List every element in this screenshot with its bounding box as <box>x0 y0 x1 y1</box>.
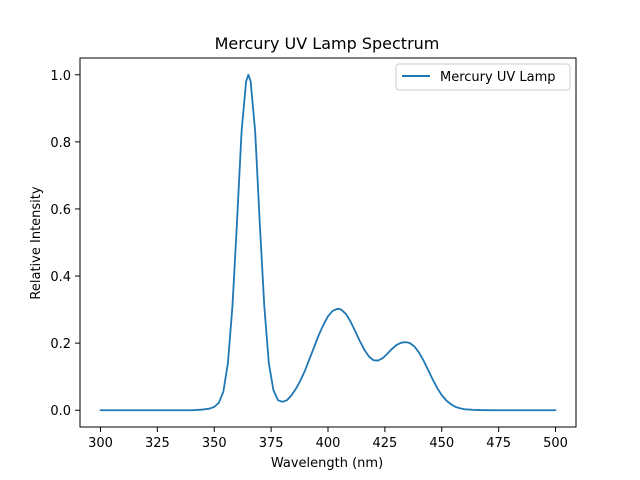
y-tick-label: 0.4 <box>50 270 71 285</box>
y-tick-label: 1.0 <box>50 69 71 84</box>
plot-frame <box>79 57 577 428</box>
y-tick-label: 0.0 <box>50 404 71 419</box>
x-tick-label: 375 <box>259 436 284 451</box>
series-line-0 <box>99 73 557 412</box>
x-tick-label: 425 <box>372 436 397 451</box>
plot-area <box>79 57 577 428</box>
y-axis: 0.0 0.2 0.4 0.6 0.8 1.0 <box>50 69 80 419</box>
x-axis: 300 325 350 375 400 425 450 475 500 <box>88 427 568 451</box>
x-tick-label: 450 <box>429 436 454 451</box>
x-axis-label: Wavelength (nm) <box>271 456 383 471</box>
y-tick-label: 0.2 <box>50 337 71 352</box>
y-tick-label: 0.6 <box>50 203 71 218</box>
x-tick-label: 500 <box>543 436 568 451</box>
x-tick-label: 400 <box>316 436 341 451</box>
y-tick-label: 0.8 <box>50 136 71 151</box>
legend-box <box>395 63 571 91</box>
x-tick-label: 350 <box>202 436 227 451</box>
chart-title: Mercury UV Lamp Spectrum <box>215 34 440 53</box>
legend-label: Mercury UV Lamp <box>440 70 556 85</box>
legend: Mercury UV Lamp <box>395 63 571 91</box>
x-tick-label: 300 <box>88 436 113 451</box>
y-axis-label: Relative Intensity <box>29 186 44 299</box>
x-tick-label: 475 <box>486 436 511 451</box>
x-tick-label: 325 <box>145 436 170 451</box>
